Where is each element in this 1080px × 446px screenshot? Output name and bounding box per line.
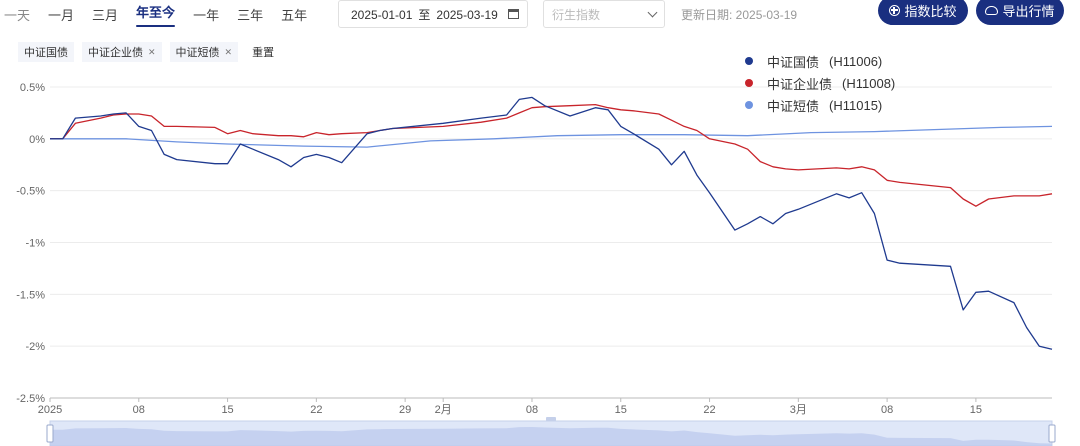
legend-marker	[745, 101, 753, 109]
chip-index-3[interactable]: 中证短债 ✕	[169, 42, 239, 62]
close-icon[interactable]: ✕	[148, 46, 156, 57]
x-tick-label: 08	[881, 404, 893, 416]
x-tick-label: 2月	[435, 404, 452, 416]
zoom-slider-preview	[50, 427, 1052, 446]
chip-index-1[interactable]: 中证国债	[18, 42, 74, 62]
range-tab-1m[interactable]: 一月	[48, 7, 75, 23]
range-tab-ytd-label: 年至今	[136, 4, 176, 20]
plus-circle-icon	[889, 5, 901, 16]
range-tab-3m[interactable]: 三月	[92, 7, 119, 23]
range-tab-1y[interactable]: 一年	[193, 7, 220, 23]
y-tick-label: -0.5%	[16, 186, 45, 198]
y-tick-label: 0%	[29, 134, 45, 146]
legend-item[interactable]: 中证短债 (H11015)	[745, 94, 895, 116]
range-tab-3y[interactable]: 三年	[237, 7, 264, 23]
compare-index-button[interactable]: 指数比较	[878, 0, 968, 25]
y-tick-label: -1.5%	[16, 289, 45, 301]
x-tick-label: 29	[399, 404, 411, 416]
legend-series-code: (H11015)	[829, 97, 883, 113]
reset-button[interactable]: 重置	[252, 47, 275, 59]
zoom-handle-right	[1048, 424, 1056, 443]
legend-item[interactable]: 中证国债 (H11006)	[745, 50, 895, 72]
chip-label: 中证短债	[175, 47, 220, 59]
y-tick-label: -1%	[25, 238, 45, 250]
chart-legend: 中证国债 (H11006) 中证企业债 (H11008) 中证短债 (H1101…	[745, 50, 895, 116]
legend-item[interactable]: 中证企业债 (H11008)	[745, 72, 895, 94]
series-line	[50, 103, 1053, 207]
legend-marker	[745, 79, 753, 87]
range-tab-5y[interactable]: 五年	[281, 7, 308, 23]
range-tabs: 一天 一月 三月 年至今 一年 三年 五年	[0, 0, 307, 28]
close-icon[interactable]: ✕	[224, 46, 233, 57]
calendar-icon[interactable]	[508, 9, 519, 19]
update-date: 更新日期: 2025-03-19	[681, 8, 798, 22]
legend-series-code: (H11008)	[842, 75, 896, 91]
x-tick-label: 08	[133, 404, 145, 416]
x-tick-label: 3月	[790, 404, 807, 416]
x-tick-label: 22	[310, 404, 322, 416]
series-line	[50, 125, 1053, 148]
active-tab-underline	[136, 24, 176, 27]
legend-marker	[745, 57, 753, 65]
selected-index-chips: 中证国债 中证企业债 ✕ 中证短债 ✕ 重置	[18, 42, 288, 62]
export-label: 导出行情	[1002, 4, 1055, 19]
range-tab-ytd[interactable]: 年至今	[136, 2, 176, 27]
legend-series-name: 中证国债	[767, 54, 820, 70]
range-tab-1d[interactable]: 一天	[4, 7, 31, 23]
export-button[interactable]: 导出行情	[976, 0, 1064, 25]
date-end: 2025-03-19	[436, 7, 498, 22]
chip-index-2[interactable]: 中证企业债 ✕	[82, 42, 162, 62]
y-tick-label: -2%	[25, 341, 45, 353]
x-tick-label: 15	[970, 404, 982, 416]
x-tick-label: 22	[703, 404, 715, 416]
date-separator: 至	[418, 7, 431, 22]
date-range-picker[interactable]: 2025-01-01 至 2025-03-19	[338, 0, 528, 28]
zoom-handle-left	[46, 424, 54, 443]
series-line	[50, 96, 1053, 350]
x-tick-label: 2025	[38, 404, 62, 416]
legend-series-name: 中证短债	[767, 98, 820, 114]
y-tick-label: -2.5%	[16, 393, 45, 405]
legend-series-name: 中证企业债	[767, 76, 833, 92]
x-tick-label: 15	[221, 404, 233, 416]
legend-series-code: (H11006)	[829, 53, 883, 69]
compare-index-label: 指数比较	[904, 4, 957, 19]
x-tick-label: 15	[615, 404, 627, 416]
zoom-move-handle	[546, 417, 556, 421]
date-start: 2025-01-01	[351, 7, 413, 22]
x-tick-label: 08	[526, 404, 538, 416]
chip-label: 中证企业债	[88, 47, 143, 59]
derived-index-select[interactable]: 衍生指数	[543, 0, 665, 28]
derived-index-placeholder: 衍生指数	[552, 7, 601, 22]
date-range-text: 2025-01-01 至 2025-03-19	[351, 6, 498, 23]
y-tick-label: 0.5%	[20, 82, 45, 94]
chip-label: 中证国债	[24, 47, 68, 59]
